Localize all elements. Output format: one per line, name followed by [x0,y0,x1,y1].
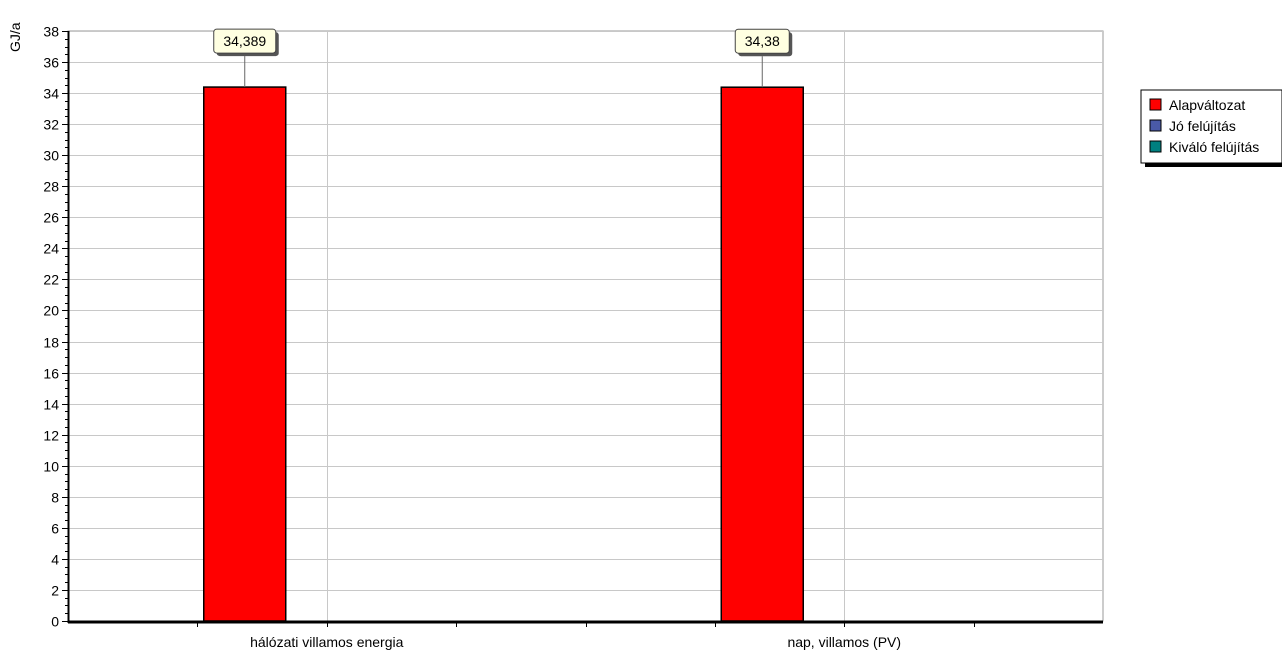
data-label-box [734,28,790,54]
axes [67,31,1103,624]
legend-swatch [1149,98,1162,111]
y-tick-label: 36 [43,55,59,71]
y-tick-label: 18 [43,335,59,351]
y-tick-label: 4 [51,552,59,568]
y-tick-label: 10 [43,459,59,475]
y-tick-label: 34 [43,86,59,102]
data-label-box [213,28,277,54]
legend-swatch [1149,140,1162,153]
y-tick-label: 32 [43,117,59,133]
y-axis-label: GJ/a [7,22,23,52]
x-axis-ticks: hálózati villamos energia nap, villamos (… [197,623,975,650]
y-tick-label: 6 [51,521,59,537]
bars [203,86,804,622]
y-tick-label: 2 [51,583,59,599]
legend-box [1140,89,1282,164]
legend-label: Kiváló felújítás [1169,139,1259,155]
legend: Alapváltozat Jó felújítás Kiváló felújítás [1140,89,1282,167]
y-tick-label: 16 [43,366,59,382]
y-tick-label: 12 [43,428,59,444]
y-tick-label: 20 [43,303,59,319]
data-labels: 34,389 34,38 [213,28,793,88]
legend-label: Alapváltozat [1169,97,1245,113]
x-tick-label: nap, villamos (PV) [787,634,901,650]
y-tick-label: 24 [43,241,59,257]
data-label: 34,389 [223,33,266,49]
bar [203,86,287,622]
bar [720,86,804,622]
y-tick-label: 14 [43,397,59,413]
y-tick-label: 30 [43,148,59,164]
y-tick-label: 28 [43,179,59,195]
x-tick-label: hálózati villamos energia [250,634,404,650]
legend-label: Jó felújítás [1169,118,1236,134]
y-tick-label: 0 [51,614,59,630]
legend-swatch [1149,119,1162,132]
data-label: 34,38 [745,33,780,49]
y-tick-label: 26 [43,210,59,226]
y-tick-label: 8 [51,490,59,506]
y-tick-label: 22 [43,272,59,288]
y-tick-label: 38 [43,24,59,40]
